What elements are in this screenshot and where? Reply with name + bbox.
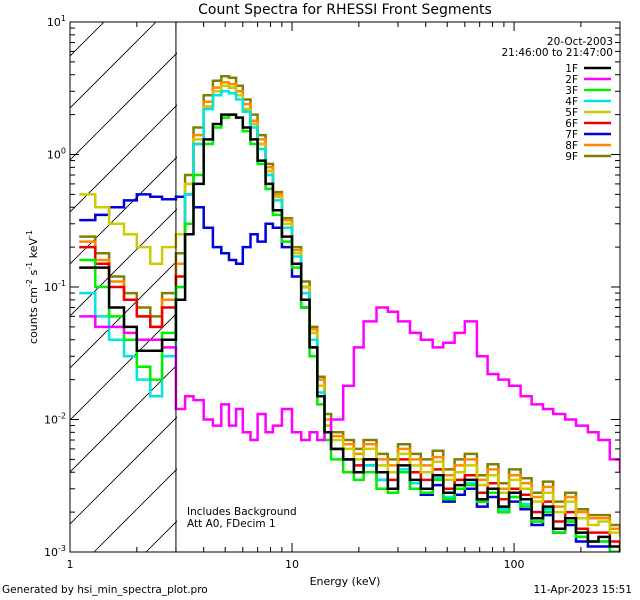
legend-label-9F: 9F xyxy=(565,151,578,163)
legend-label-7F: 7F xyxy=(565,129,578,141)
date-label: 20-Oct-2003 xyxy=(547,36,613,48)
annotation-attenuator: Att A0, FDecim 1 xyxy=(187,518,276,530)
footer-generated-by: Generated by hsi_min_spectra_plot.pro xyxy=(2,584,208,596)
hatch-line xyxy=(0,0,122,552)
y-tick-label: 10-1 xyxy=(44,279,66,294)
series-layer xyxy=(79,74,620,552)
x-axis-label: Energy (keV) xyxy=(310,575,381,588)
annotation-background: Includes Background xyxy=(187,506,297,518)
series-8F xyxy=(79,81,620,533)
y-tick-label: 10-3 xyxy=(44,544,66,559)
y-tick-label: 101 xyxy=(47,14,66,29)
hatch-line xyxy=(70,104,177,213)
axes: 1 10 100 101 100 10-1 10-2 10-3 xyxy=(44,14,621,571)
hatch-line xyxy=(70,312,177,421)
series-9F xyxy=(79,74,620,529)
y-axis-label: counts cm-2 s-1 keV-1 xyxy=(25,230,40,344)
hatch-line xyxy=(70,22,105,57)
y-tick-label: 10-2 xyxy=(44,412,66,427)
hatched-region xyxy=(0,0,177,552)
series-2F xyxy=(79,306,620,473)
legend-label-1F: 1F xyxy=(565,63,578,75)
x-tick-label: 100 xyxy=(504,558,525,571)
legend-label-4F: 4F xyxy=(565,96,578,108)
hatch-line xyxy=(70,22,157,109)
legend-label-8F: 8F xyxy=(565,140,578,152)
footer-timestamp: 11-Apr-2023 15:51 xyxy=(533,584,632,596)
hatch-line xyxy=(70,364,177,473)
x-tick-label: 1 xyxy=(67,558,74,571)
legend-label-5F: 5F xyxy=(565,107,578,119)
legend-label-6F: 6F xyxy=(565,118,578,130)
legend-label-3F: 3F xyxy=(565,85,578,97)
y-tick-label: 100 xyxy=(47,147,66,162)
series-3F xyxy=(79,113,620,552)
x-tick-label: 10 xyxy=(285,558,299,571)
time-range-label: 21:46:00 to 21:47:00 xyxy=(501,47,613,59)
series-5F xyxy=(79,84,620,537)
series-4F xyxy=(79,90,620,552)
chart-title: Count Spectra for RHESSI Front Segments xyxy=(198,2,492,18)
hatch-line xyxy=(70,208,177,317)
hatch-line xyxy=(70,416,177,525)
series-7F xyxy=(79,193,620,552)
hatch-line xyxy=(70,156,177,265)
series-1F xyxy=(79,113,620,552)
legend-label-2F: 2F xyxy=(565,74,578,86)
